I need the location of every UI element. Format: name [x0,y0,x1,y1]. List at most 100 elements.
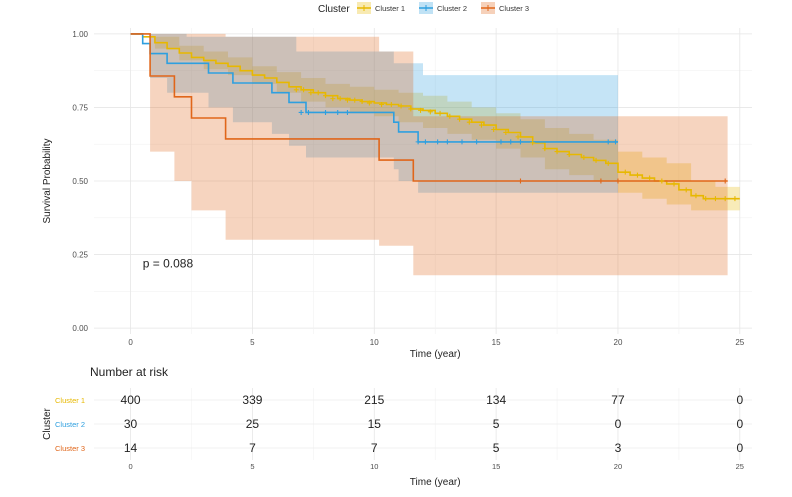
risk-row-label-cluster-3: Cluster 3 [55,444,85,453]
censor-marks [293,87,738,202]
risk-table-gridlines [94,388,752,460]
censor-mark-cluster-2 [298,109,304,115]
risk-count-cluster-3: 7 [371,441,378,455]
risk-row-label-cluster-2: Cluster 2 [55,420,85,429]
legend: Cluster Cluster 1 Cluster 2 Cluster 3 [318,2,529,15]
censor-mark-cluster-1 [359,99,365,105]
censor-mark-cluster-3 [722,178,728,184]
censor-mark-cluster-2 [323,109,329,115]
censor-mark-cluster-1 [323,93,329,99]
risk-row-label-cluster-1: Cluster 1 [55,396,85,405]
censor-mark-cluster-1 [722,196,728,202]
y-axis-title: Survival Probability [42,138,53,223]
y-tick-label: 0.00 [72,324,88,333]
x-tick-label: 10 [370,338,379,347]
censor-mark-cluster-1 [308,90,314,96]
censor-mark-cluster-1 [605,160,611,166]
censor-mark-cluster-3 [598,178,604,184]
censor-mark-cluster-1 [671,181,677,187]
censor-mark-cluster-1 [379,102,385,107]
censor-mark-cluster-1 [388,102,394,107]
censor-mark-cluster-2 [498,139,504,145]
censor-mark-cluster-1 [530,140,536,146]
censor-mark-cluster-1 [418,107,424,113]
risk-count-cluster-1: 0 [736,393,743,407]
legend-label-cluster-1: Cluster 1 [375,4,405,13]
censor-mark-cluster-2 [415,139,421,145]
censor-mark-cluster-1 [301,87,307,93]
censor-mark-cluster-3 [615,178,621,184]
x-tick-label: 0 [128,338,133,347]
x-tick-label: 20 [614,338,623,347]
risk-count-cluster-1: 339 [242,393,262,407]
censor-mark-cluster-1 [408,106,414,112]
censor-mark-cluster-1 [447,113,453,119]
y-tick-label: 0.50 [72,177,88,186]
risk-table-tick-label: 5 [250,462,254,471]
survival-line-cluster-3 [130,33,728,182]
censor-mark-cluster-1 [554,149,560,155]
censor-mark-cluster-1 [622,169,628,175]
risk-count-cluster-2: 5 [493,417,500,431]
risk-count-cluster-2: 25 [246,417,260,431]
censor-mark-cluster-1 [581,154,587,160]
risk-count-cluster-3: 3 [615,441,622,455]
censor-mark-cluster-1 [352,97,358,103]
censor-mark-cluster-1 [693,193,699,199]
risk-count-cluster-1: 77 [611,393,625,407]
censor-mark-cluster-1 [437,110,443,116]
ci-band-cluster-1 [130,33,740,211]
y-tick-label: 1.00 [72,30,88,39]
risk-table-tick-label: 20 [614,462,622,471]
risk-table-tick-label: 25 [736,462,744,471]
risk-table-x-title: Time (year) [410,477,461,488]
ci-band-cluster-3 [130,33,728,276]
censor-mark-cluster-2 [508,139,514,145]
risk-count-cluster-3: 0 [736,441,743,455]
risk-count-cluster-2: 0 [615,417,622,431]
censor-mark-cluster-1 [491,127,497,133]
censor-mark-cluster-2 [422,139,428,145]
risk-table-title: Number at risk [90,365,169,379]
risk-count-cluster-3: 5 [493,441,500,455]
censor-mark-cluster-1 [732,196,738,202]
p-value-annotation: p = 0.088 [143,256,194,270]
censor-mark-cluster-1 [427,109,433,115]
censor-mark-cluster-1 [398,103,404,109]
x-tick-label: 5 [250,338,255,347]
censor-mark-cluster-1 [315,90,321,96]
censor-mark-cluster-1 [712,196,718,202]
censor-mark-cluster-1 [503,129,509,135]
censor-mark-cluster-1 [337,96,343,102]
risk-count-cluster-2: 0 [736,417,743,431]
x-tick-label: 25 [735,338,744,347]
legend-label-cluster-3: Cluster 3 [499,4,529,13]
censor-mark-cluster-1 [330,96,336,102]
risk-count-cluster-2: 30 [124,417,138,431]
censor-mark-cluster-2 [305,109,311,115]
risk-count-cluster-1: 215 [364,393,384,407]
y-tick-label: 0.25 [72,251,88,260]
censor-mark-cluster-1 [466,119,472,125]
risk-table-tick-label: 10 [370,462,378,471]
censor-mark-cluster-1 [457,116,463,122]
censor-mark-cluster-1 [683,187,689,193]
censor-mark-cluster-2 [474,139,480,145]
risk-count-cluster-1: 400 [121,393,141,407]
censor-mark-cluster-1 [703,196,709,202]
censor-mark-cluster-1 [542,146,548,152]
risk-count-cluster-3: 7 [249,441,256,455]
risk-count-cluster-3: 14 [124,441,138,455]
legend-label-cluster-2: Cluster 2 [437,4,467,13]
censor-mark-cluster-1 [515,134,521,140]
censor-mark-cluster-1 [366,100,372,106]
censor-mark-cluster-2 [517,139,523,145]
x-tick-label: 15 [492,338,501,347]
censor-mark-cluster-3 [517,178,523,184]
censor-mark-cluster-2 [435,139,441,145]
x-axis-title: Time (year) [410,349,461,360]
censor-mark-cluster-1 [293,87,299,93]
y-tick-label: 0.75 [72,103,88,112]
risk-count-cluster-2: 15 [368,417,382,431]
